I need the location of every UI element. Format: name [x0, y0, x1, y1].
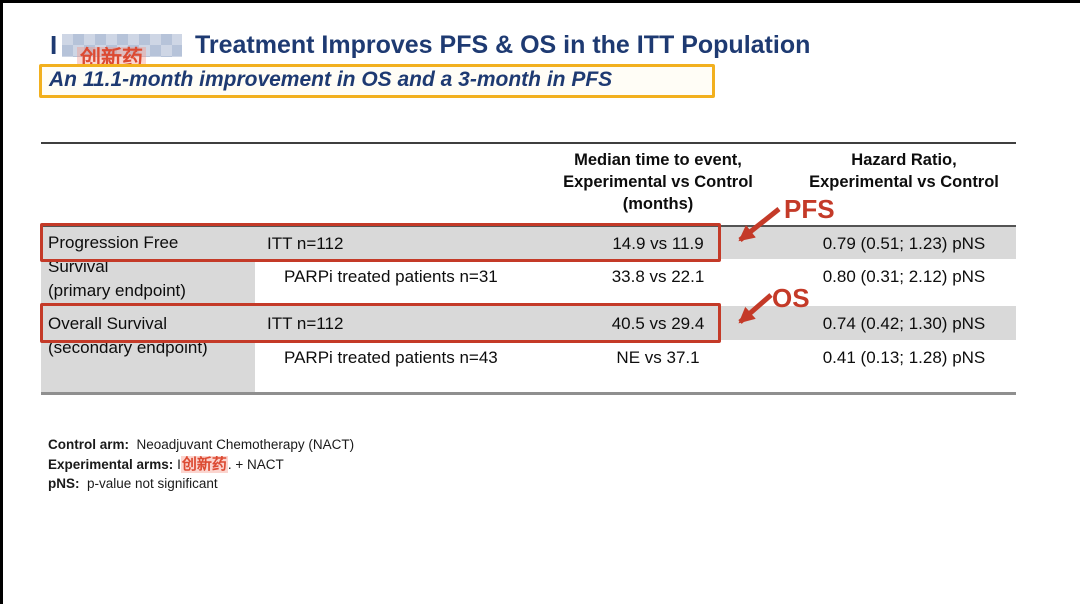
population-cell: PARPi treated patients n=31	[284, 267, 498, 286]
column-header-line: Experimental vs Control	[563, 173, 753, 191]
footnote-control-arm: Control arm: Neoadjuvant Chemotherapy (N…	[48, 435, 354, 455]
annotation-label-os: OS	[772, 283, 810, 313]
population-cell: PARPi treated patients n=43	[284, 348, 498, 367]
population-cell: ITT n=112	[267, 314, 344, 333]
column-header-line: Hazard Ratio,	[851, 151, 957, 169]
annotation-label-pfs: PFS	[784, 194, 835, 224]
column-header-hazard: Hazard Ratio, Experimental vs Control	[783, 149, 1025, 193]
column-header-line: (months)	[622, 195, 694, 213]
subtitle-highlight-box	[39, 64, 715, 98]
table-label-column-shade	[41, 227, 255, 392]
footnote-pns: pNS: p-value not significant	[48, 474, 354, 494]
column-header-line: Median time to event,	[574, 151, 742, 169]
footnotes: Control arm: Neoadjuvant Chemotherapy (N…	[48, 435, 354, 494]
footnote-text: I	[177, 456, 181, 472]
population-cell: ITT n=112	[267, 234, 344, 253]
footnote-text: p-value not significant	[87, 476, 218, 491]
redaction-mosaic	[62, 34, 182, 57]
table-bottom-rule	[41, 392, 1016, 395]
column-header-median: Median time to event, Experimental vs Co…	[493, 149, 823, 215]
median-cell: 40.5 vs 29.4	[611, 314, 705, 333]
highlight-box-pfs	[40, 223, 721, 262]
title-prefix: I	[50, 30, 58, 60]
footnote-label: Control arm:	[48, 437, 129, 452]
label-line: Progression Free	[48, 233, 179, 252]
median-cell: NE vs 37.1	[616, 348, 700, 367]
highlight-box-os	[40, 303, 721, 343]
page-title: Treatment Improves PFS & OS in the ITT P…	[195, 31, 811, 59]
footnote-text: Neoadjuvant Chemotherapy (NACT)	[136, 437, 355, 452]
hazard-cell: 0.80 (0.31; 2.12) pNS	[822, 267, 986, 286]
hazard-cell: 0.74 (0.42; 1.30) pNS	[822, 314, 986, 333]
footnote-text: . + NACT	[227, 456, 284, 472]
label-line: Overall Survival	[48, 314, 168, 333]
subtitle: An 11.1-month improvement in OS and a 3-…	[49, 68, 613, 91]
footnote-label: Experimental arms:	[48, 456, 174, 472]
column-header-line: Experimental vs Control	[809, 173, 999, 191]
footnote-experimental-arms: Experimental arms: I创新药. + NACT	[48, 455, 354, 475]
hazard-cell: 0.41 (0.13; 1.28) pNS	[822, 348, 986, 367]
footnote-redaction-overlay-text: 创新药	[180, 455, 228, 473]
median-cell: 14.9 vs 11.9	[612, 234, 704, 253]
hazard-cell: 0.79 (0.51; 1.23) pNS	[822, 234, 986, 253]
table-top-rule	[41, 142, 1016, 144]
footnote-label: pNS:	[48, 476, 80, 491]
row-group-label-pfs: Progression Free Survival (primary endpo…	[48, 231, 253, 303]
label-line: (primary endpoint)	[48, 281, 186, 300]
median-cell: 33.8 vs 22.1	[611, 267, 705, 286]
